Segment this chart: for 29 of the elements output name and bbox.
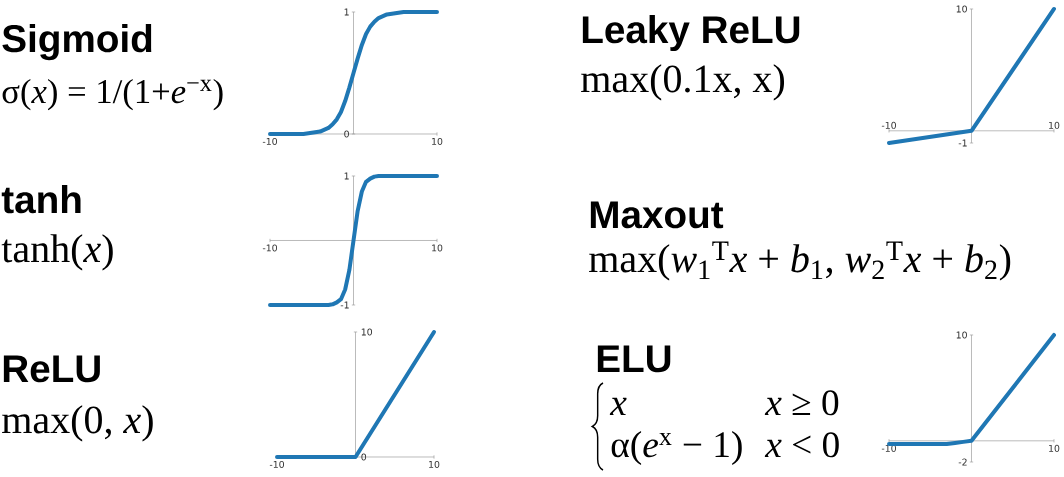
text: max(0, x) <box>2 405 153 442</box>
text: σ(x) = 1/(1+e$^{−x}$) <box>2 78 223 111</box>
chart-title: Sigmoid <box>2 23 152 61</box>
x-tick-label: -10 <box>262 137 277 145</box>
y-tick-label: 10 <box>956 5 967 13</box>
y-tick-label: -2 <box>958 458 967 466</box>
y-tick-label: 1 <box>344 8 349 16</box>
line-series <box>887 332 1056 446</box>
text: x <box>609 397 627 415</box>
text: max(w$_{1}$$^{T}$x + b$_{1}$, w$_{2}$$^{T}$x + b$_{2}$) <box>589 241 1011 281</box>
y-tick-label: 0 <box>344 130 349 138</box>
text: tanh(x) <box>1 234 113 271</box>
y-tick-label: 1 <box>344 172 349 180</box>
chart-title: Leaky ReLU <box>582 14 800 52</box>
chart-title: ReLU <box>3 355 100 383</box>
chart-title: ELU <box>597 345 671 373</box>
text: α(e$^{x}$ − 1) <box>611 431 742 465</box>
text: Maxout <box>590 201 724 229</box>
x-tick-label: -10 <box>269 460 284 468</box>
chart-title: tanh <box>1 184 81 214</box>
y-tick-label: -1 <box>958 139 967 147</box>
y-tick-label: -1 <box>340 301 349 309</box>
x-tick-label: -10 <box>881 121 896 129</box>
text: x < 0 <box>764 432 839 458</box>
y-tick-label: 0 <box>361 453 367 461</box>
x-tick-label: -10 <box>262 244 277 252</box>
text: x ≥ 0 <box>764 390 839 416</box>
text: max(0.1x, x) <box>581 64 785 101</box>
y-tick-label: 10 <box>956 331 967 339</box>
